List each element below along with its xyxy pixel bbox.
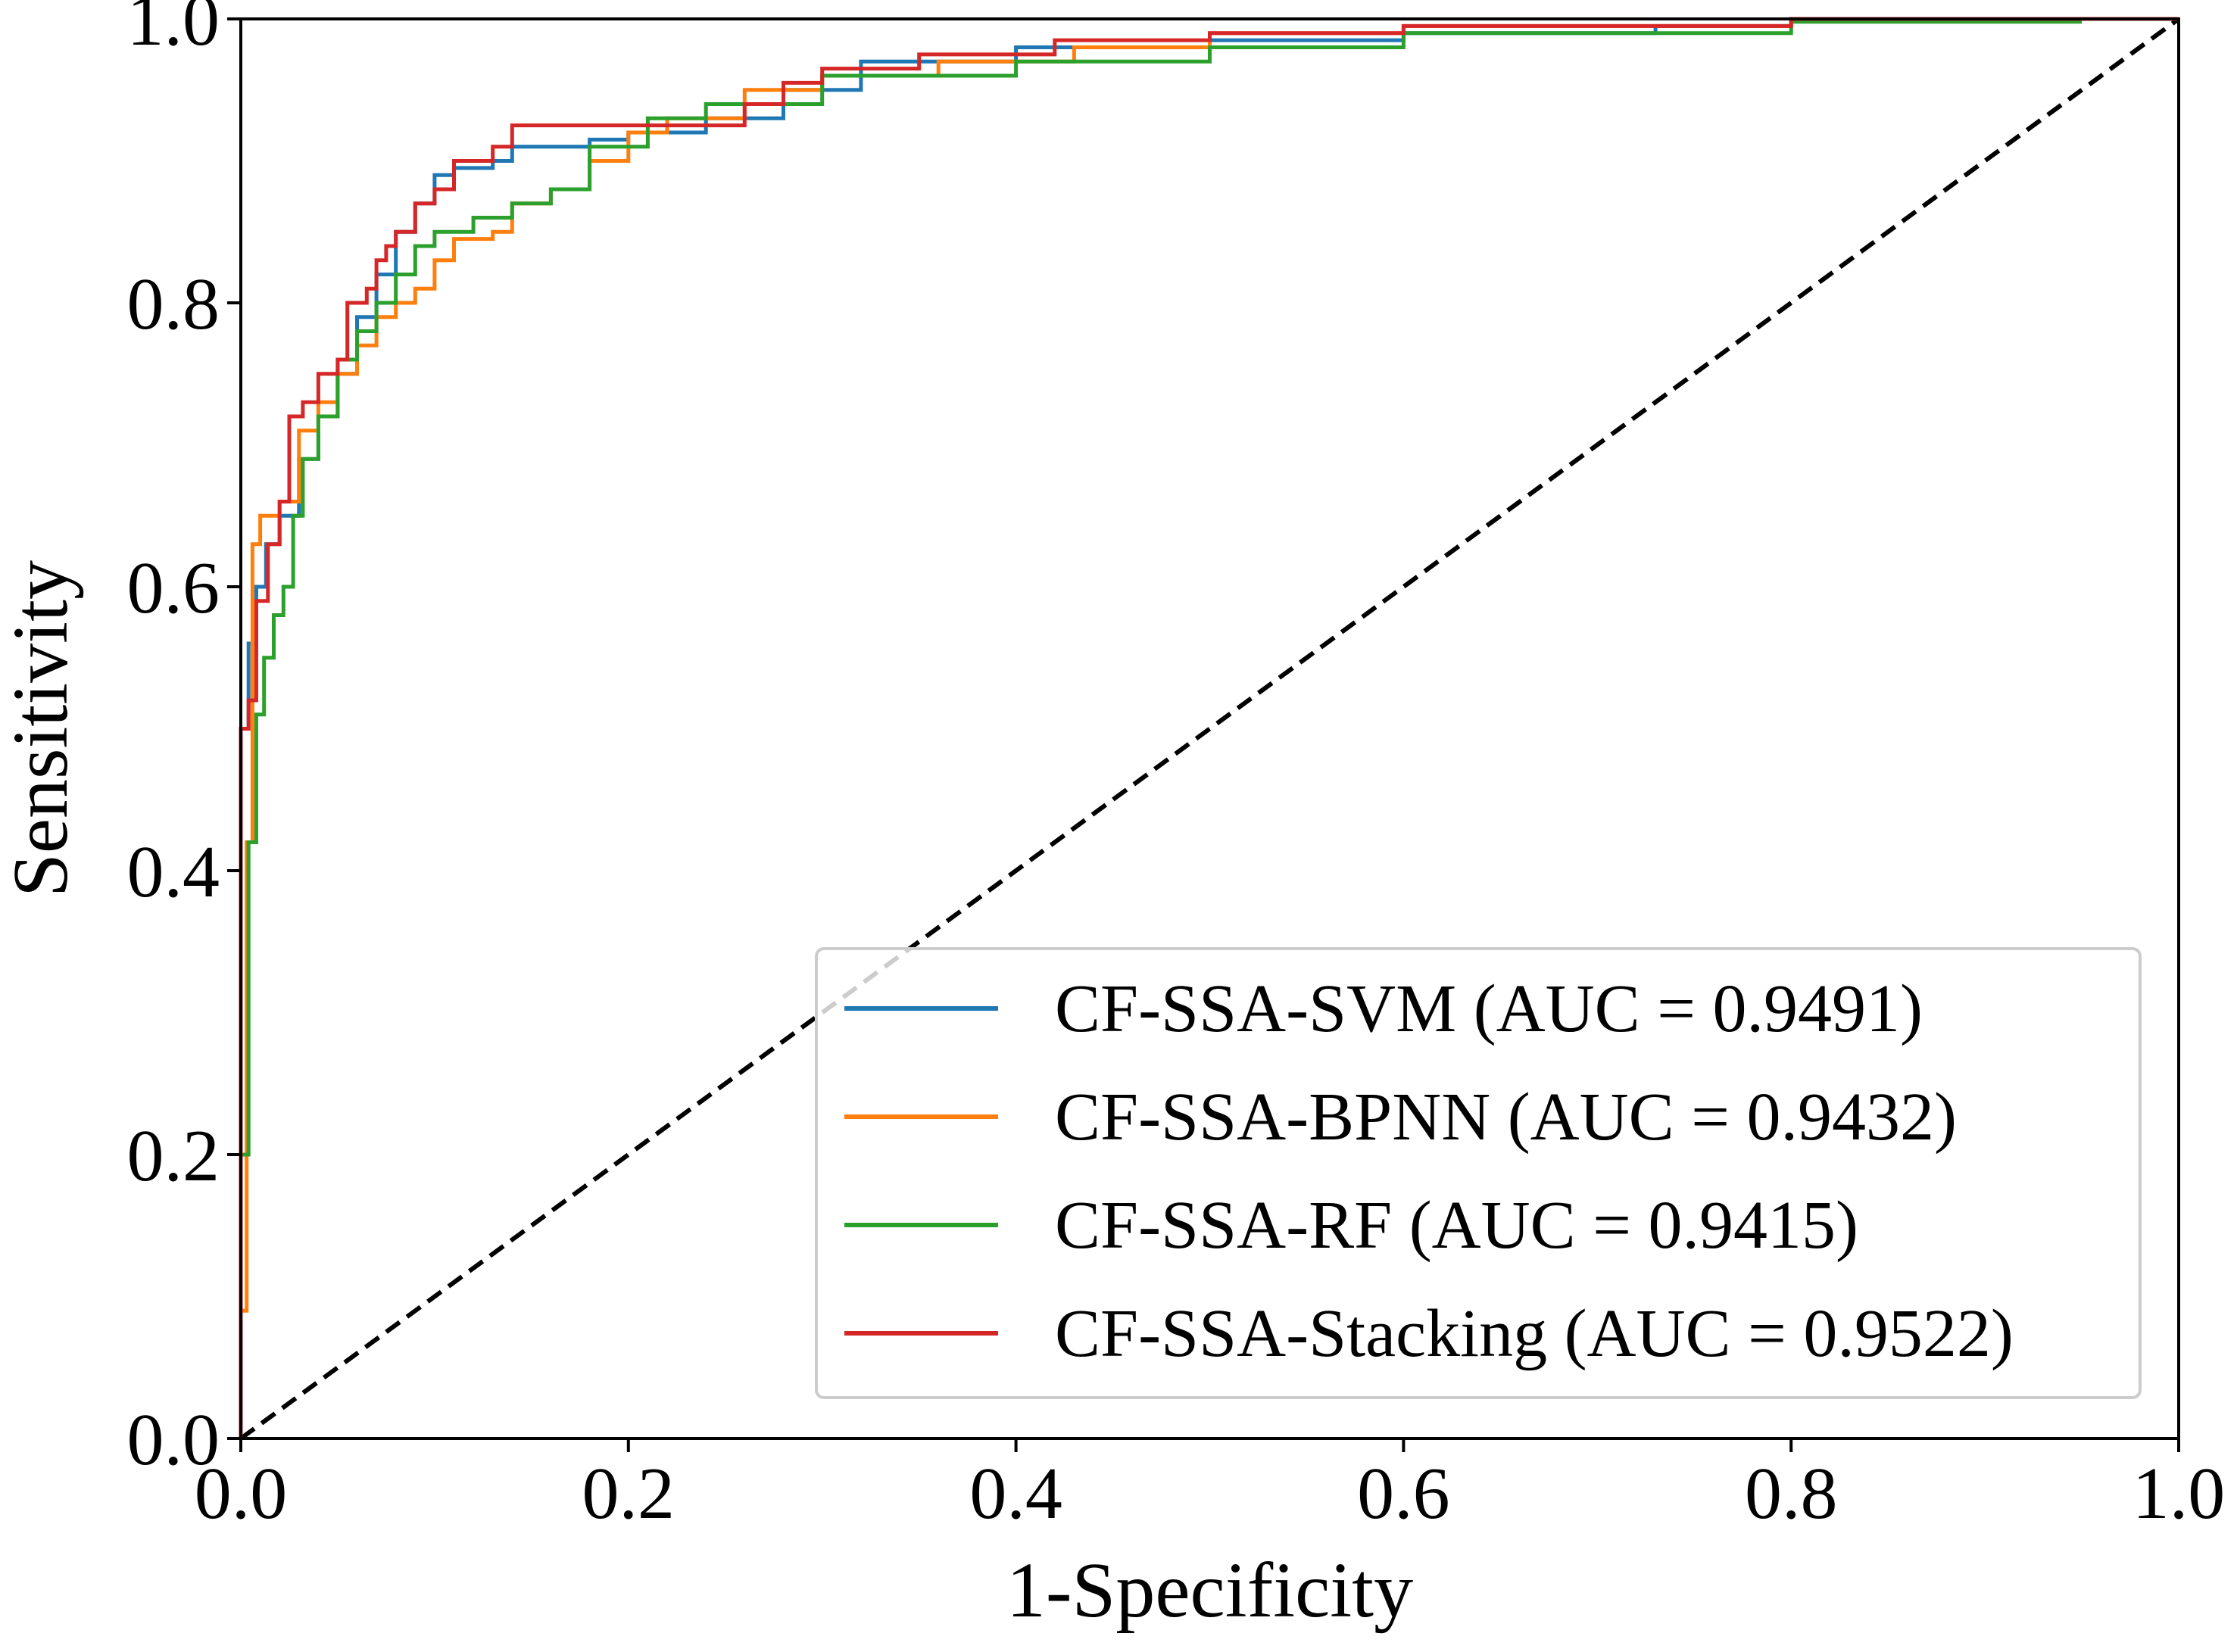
y-tick-label: 0.2 [127,1115,220,1197]
roc-curve-2 [239,20,2082,1438]
series-layer [239,17,2180,1441]
legend-label-3: CF-SSA-Stacking (AUC = 0.9522) [1055,1296,2014,1371]
x-tick-label: 0.2 [582,1453,675,1535]
x-tick-label: 0.8 [1745,1453,1838,1535]
y-tick-label: 0.0 [127,1399,220,1481]
roc-curve-3 [239,17,2179,1438]
legend-box [815,947,2142,1399]
legend-label-1: CF-SSA-BPNN (AUC = 0.9432) [1055,1080,1957,1155]
legend: CF-SSA-SVM (AUC = 0.9491) CF-SSA-BPNN (AU… [815,947,2142,1399]
y-tick-label: 0.6 [127,547,220,629]
legend-label-0: CF-SSA-SVM (AUC = 0.9491) [1055,971,1923,1046]
plot-frame [239,17,2180,1440]
x-tick-label: 0.4 [969,1453,1062,1535]
y-tick-label: 1.0 [127,0,220,61]
x-axis-label: 1-Specificity [1006,1547,1413,1634]
y-axis-label: Sensitivity [0,560,84,897]
y-tick-label: 0.8 [127,263,220,345]
y-tick-label: 0.4 [127,831,220,913]
legend-label-2: CF-SSA-RF (AUC = 0.9415) [1055,1188,1858,1263]
chance-diagonal-line [239,17,2180,1441]
x-tick-label: 0.6 [1357,1453,1450,1535]
legend-items: CF-SSA-SVM (AUC = 0.9491) CF-SSA-BPNN (AU… [844,971,2014,1371]
ticks-layer: 0.0 0.2 0.4 0.6 0.8 1.0 0.0 0.2 0.4 0.6 0.8 1.0 [127,0,2226,1535]
x-tick-label: 1.0 [2132,1453,2226,1535]
x-tick-label: 0.0 [195,1453,288,1535]
